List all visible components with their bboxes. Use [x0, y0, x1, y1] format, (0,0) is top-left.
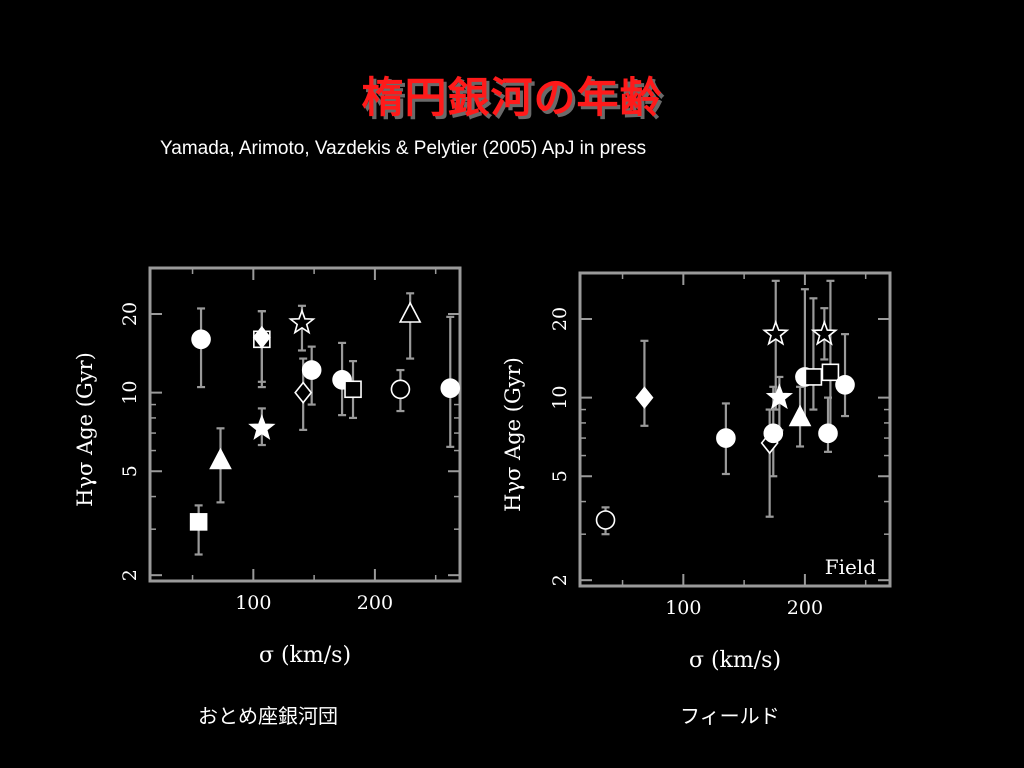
- data-point-square-open: [821, 363, 840, 382]
- data-point-circle-filled: [440, 378, 461, 398]
- data-point-circle-open: [595, 510, 616, 530]
- x-tick-label: 100: [665, 597, 701, 619]
- data-point-diamond-open: [294, 381, 313, 404]
- y-tick-label: 10: [119, 381, 141, 405]
- data-point-triangle-open: [398, 301, 422, 323]
- data-point-star-filled: [765, 383, 794, 410]
- x-tick-label: 100: [235, 592, 271, 614]
- x-axis-label: σ (km/s): [689, 648, 781, 673]
- data-point-diamond-filled: [635, 386, 654, 409]
- data-point-circle-filled: [818, 423, 838, 444]
- field-plot: 100 200 2 5 10 20 σ (km/s) Hγσ Age (Gyr) Field: [501, 271, 892, 673]
- slide-title: 楕円銀河の年齢: [361, 73, 663, 122]
- virgo-cluster-plot: 100 200 2 5 10 20 σ (km/s) Hγσ Age (Gyr): [73, 266, 462, 668]
- field-caption: フィールド: [680, 704, 780, 728]
- y-axis-label: Hγσ Age (Gyr): [501, 357, 525, 512]
- y-tick-label: 20: [549, 307, 571, 331]
- data-point-circle-filled: [191, 329, 211, 350]
- citation-subtitle: Yamada, Arimoto, Vazdekis & Pelytier (20…: [160, 138, 647, 159]
- y-tick-label: 10: [549, 386, 571, 410]
- x-axis-label: σ (km/s): [259, 643, 351, 668]
- plot-frame: [148, 266, 462, 583]
- data-point-circle-filled: [301, 360, 322, 380]
- data-point-triangle-filled: [209, 447, 232, 470]
- x-tick-label: 200: [357, 592, 393, 614]
- data-point-star-open: [288, 308, 316, 335]
- data-point-diamond-filled: [252, 325, 271, 349]
- data-point-circle-filled: [763, 423, 784, 444]
- data-point-square-filled: [189, 513, 208, 531]
- data-point-star-open: [762, 319, 790, 346]
- data-point-square-open: [804, 368, 823, 386]
- data-point-triangle-filled: [788, 404, 812, 427]
- data-point-circle-filled: [716, 428, 736, 448]
- x-tick-label: 200: [787, 597, 823, 619]
- y-tick-label: 5: [549, 470, 571, 482]
- y-axis-label: Hγσ Age (Gyr): [73, 352, 97, 507]
- virgo-cluster-caption: おとめ座銀河団: [198, 704, 338, 728]
- data-point-circle-filled: [835, 374, 855, 395]
- y-tick-label: 2: [119, 569, 141, 581]
- data-point-star-filled: [248, 413, 276, 440]
- y-tick-label: 5: [119, 465, 141, 477]
- plot-frame: [578, 271, 892, 588]
- panel-annotation: Field: [825, 555, 877, 579]
- data-point-circle-open: [390, 379, 411, 400]
- y-tick-label: 20: [119, 302, 141, 326]
- data-point-star-open: [810, 319, 839, 346]
- y-tick-label: 2: [549, 574, 571, 586]
- data-point-square-open: [344, 380, 362, 399]
